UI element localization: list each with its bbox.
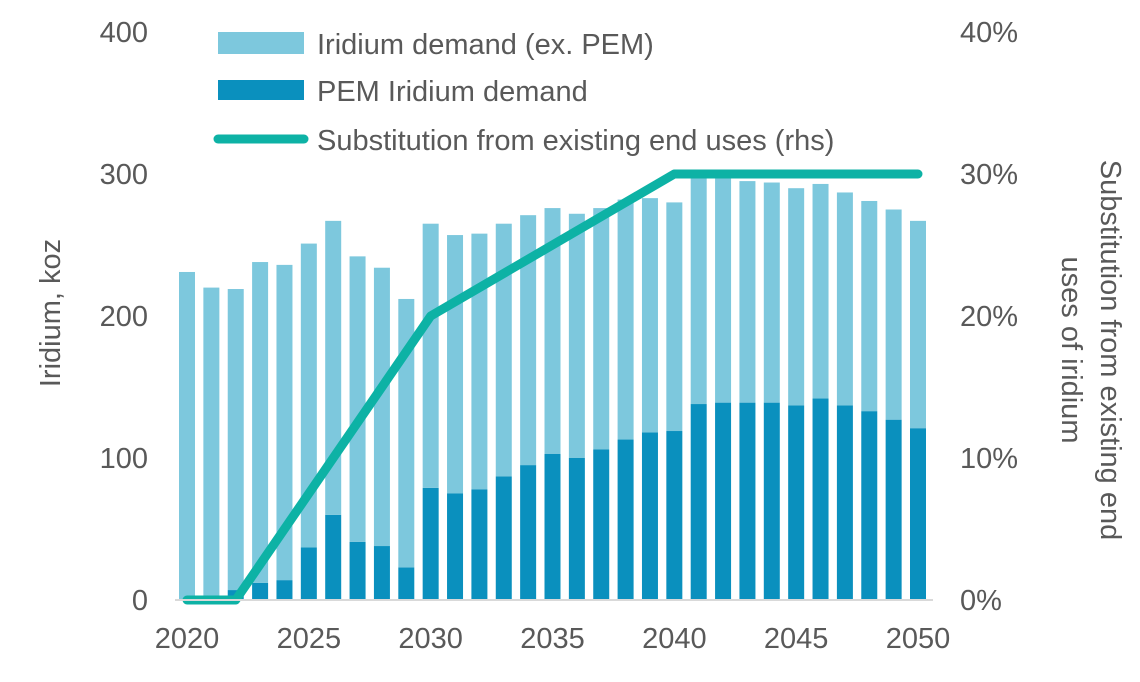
bar-ex-pem-2048: [861, 200, 878, 412]
bar-pem-2045: [788, 405, 805, 600]
bar-ex-pem-2040: [666, 202, 683, 432]
bar-ex-pem-2027: [349, 256, 366, 542]
x-tick-label: 2045: [764, 623, 829, 655]
x-tick-label: 2040: [642, 623, 707, 655]
bar-pem-2029: [398, 567, 415, 600]
y-tick-label: 300: [100, 159, 148, 191]
bar-pem-2050: [910, 428, 926, 600]
bar-pem-2049: [885, 419, 902, 600]
bar-pem-2033: [495, 476, 512, 600]
bar-pem-2041: [690, 404, 707, 600]
y2-tick-label: 30%: [960, 159, 1018, 191]
bar-ex-pem-2030: [422, 223, 439, 488]
x-tick-label: 2025: [277, 623, 342, 655]
bar-ex-pem-2043: [739, 181, 756, 403]
bar-ex-pem-2049: [885, 209, 902, 420]
bars-layer: [179, 175, 926, 600]
bar-pem-2035: [544, 453, 561, 600]
y-axis-ticks: 0 100 200 300 400: [100, 17, 148, 617]
bar-pem-2024: [276, 580, 293, 600]
bar-pem-2048: [861, 411, 878, 600]
bar-pem-2023: [252, 582, 269, 600]
bar-ex-pem-2047: [836, 192, 853, 406]
bar-ex-pem-2034: [520, 215, 537, 466]
bar-ex-pem-2038: [617, 199, 634, 440]
bar-pem-2025: [300, 547, 317, 600]
y-axis-title: Iridium, koz: [35, 239, 67, 387]
bar-pem-2030: [422, 487, 439, 600]
bar-ex-pem-2025: [300, 243, 317, 548]
x-tick-label: 2020: [155, 623, 220, 655]
bar-ex-pem-2022: [227, 289, 244, 591]
bar-ex-pem-2037: [593, 208, 610, 450]
bar-pem-2037: [593, 449, 610, 600]
legend-label-ex-pem: Iridium demand (ex. PEM): [317, 29, 654, 61]
y-tick-label: 200: [100, 301, 148, 333]
bar-ex-pem-2032: [471, 233, 488, 490]
y2-axis-title-line1: Substitution from existing end: [1094, 160, 1126, 540]
bar-pem-2040: [666, 431, 683, 600]
bar-pem-2028: [373, 546, 390, 600]
bar-pem-2047: [836, 405, 853, 600]
legend: Iridium demand (ex. PEM) PEM Iridium dem…: [213, 29, 834, 157]
x-axis-ticks: 2020 2025 2030 2035 2040 2045 2050: [155, 623, 951, 655]
y2-axis-ticks: 0% 10% 20% 30% 40%: [960, 17, 1018, 617]
bar-pem-2032: [471, 489, 488, 600]
bar-pem-2044: [763, 402, 780, 600]
bar-pem-2039: [641, 432, 658, 600]
bar-ex-pem-2023: [252, 262, 269, 583]
bar-ex-pem-2028: [373, 267, 390, 547]
x-tick-label: 2050: [886, 623, 951, 655]
bar-pem-2036: [568, 458, 585, 600]
y2-axis-title-line2: uses of iridium: [1055, 257, 1087, 444]
legend-swatch-ex-pem: [218, 32, 304, 54]
legend-label-pem: PEM Iridium demand: [317, 76, 588, 108]
bar-ex-pem-2041: [690, 175, 707, 405]
x-tick-label: 2035: [520, 623, 585, 655]
bar-pem-2043: [739, 402, 756, 600]
y2-tick-label: 20%: [960, 301, 1018, 333]
legend-label-substitution: Substitution from existing end uses (rhs…: [317, 125, 834, 157]
bar-ex-pem-2045: [788, 188, 805, 406]
bar-ex-pem-2039: [641, 198, 658, 433]
bar-ex-pem-2042: [715, 176, 732, 403]
bar-ex-pem-2031: [447, 235, 464, 494]
bar-pem-2034: [520, 465, 537, 600]
bar-ex-pem-2024: [276, 264, 293, 581]
bar-pem-2038: [617, 439, 634, 600]
x-tick-label: 2030: [398, 623, 463, 655]
bar-ex-pem-2020: [179, 271, 195, 600]
bar-ex-pem-2021: [203, 287, 220, 600]
y2-tick-label: 10%: [960, 443, 1018, 475]
bar-pem-2031: [447, 493, 464, 600]
legend-swatch-pem: [218, 80, 304, 100]
y-tick-label: 400: [100, 17, 148, 49]
bar-ex-pem-2050: [910, 220, 926, 429]
bar-ex-pem-2033: [495, 223, 512, 477]
bar-pem-2027: [349, 541, 366, 600]
bar-ex-pem-2036: [568, 213, 585, 458]
bar-ex-pem-2029: [398, 298, 415, 568]
y-tick-label: 0: [132, 585, 148, 617]
bar-ex-pem-2035: [544, 208, 561, 454]
bar-ex-pem-2026: [325, 220, 342, 515]
bar-ex-pem-2044: [763, 182, 780, 403]
bar-pem-2046: [812, 398, 829, 600]
bar-ex-pem-2046: [812, 183, 829, 399]
bar-pem-2026: [325, 514, 342, 600]
y-tick-label: 100: [100, 443, 148, 475]
bar-pem-2042: [715, 402, 732, 600]
y2-tick-label: 40%: [960, 17, 1018, 49]
y2-tick-label: 0%: [960, 585, 1002, 617]
